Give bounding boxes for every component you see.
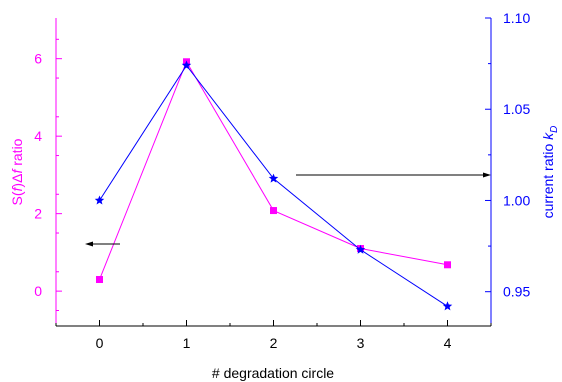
x-tick-label-0: 0 xyxy=(96,335,104,351)
left-arrow-head xyxy=(85,241,93,247)
right-y-axis-title: current ratio kD xyxy=(540,126,560,219)
x-axis-ticks: 0 1 2 3 4 xyxy=(55,320,492,351)
right-title-part-k: k xyxy=(540,132,556,140)
plot-frame xyxy=(55,18,492,327)
series-1-point-0 xyxy=(94,195,105,205)
series-0-point-0 xyxy=(96,276,103,284)
x-tick-label-3: 3 xyxy=(357,335,365,351)
series-1-point-4 xyxy=(442,301,453,311)
x-tick-label-2: 2 xyxy=(270,335,278,351)
left-y-axis-title: S(f)Δf ratio xyxy=(9,138,25,205)
series-layer xyxy=(94,58,453,311)
left-title-part-f: f xyxy=(9,185,25,191)
series-1-point-2 xyxy=(268,173,279,183)
left-tick-label-6: 6 xyxy=(34,51,42,67)
x-tick-label-4: 4 xyxy=(444,335,452,351)
x-tick-label-1: 1 xyxy=(183,335,191,351)
left-title-part-f2: f xyxy=(9,168,25,174)
left-tick-label-4: 4 xyxy=(34,128,42,144)
left-tick-label-0: 0 xyxy=(34,283,42,299)
left-title-part-paren: ) xyxy=(9,183,25,188)
right-tick-label-3: 1.10 xyxy=(503,10,530,26)
right-arrow-head xyxy=(483,172,491,178)
series-1-point-1 xyxy=(181,60,192,70)
right-y-axis-ticks: 0.95 1.00 1.05 1.10 xyxy=(485,10,530,300)
series-0-line xyxy=(99,60,448,280)
left-tick-label-2: 2 xyxy=(34,206,42,222)
right-title-part-sub: D xyxy=(549,126,560,133)
right-title-part-text: current ratio xyxy=(540,140,556,219)
left-title-part-s: S( xyxy=(9,191,25,205)
right-tick-label-2: 1.05 xyxy=(503,101,530,117)
series-1-point-3 xyxy=(355,244,366,254)
right-arrow-annotation xyxy=(296,172,491,178)
left-arrow-annotation xyxy=(85,241,120,247)
series-1-line xyxy=(99,64,448,307)
right-tick-label-1: 1.00 xyxy=(503,192,530,208)
left-title-part-delta: Δ xyxy=(9,174,25,183)
left-title-part-ratio: ratio xyxy=(9,138,25,169)
left-y-axis-ticks: 0 2 4 6 xyxy=(34,38,62,312)
series-0-point-2 xyxy=(270,207,277,215)
right-tick-label-0: 0.95 xyxy=(503,284,530,300)
series-0-point-4 xyxy=(444,261,451,269)
x-axis-title: # degradation circle xyxy=(212,365,334,381)
